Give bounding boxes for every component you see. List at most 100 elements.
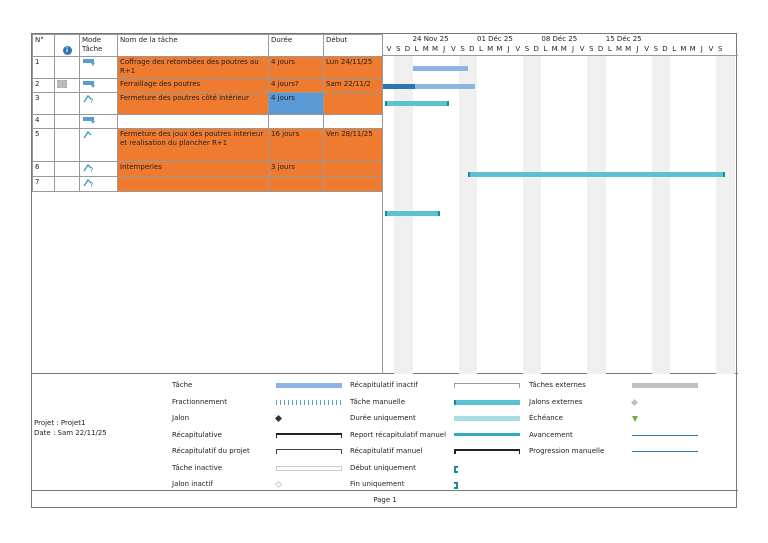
timescale-day: M	[487, 45, 494, 53]
legend: Projet : Projet1 Date : Sam 22/11/25 Tâc…	[32, 374, 738, 491]
legend-label: Jalon inactif	[172, 480, 213, 488]
timescale-day: D	[662, 45, 668, 53]
timescale-day: D	[597, 45, 604, 53]
task-duration: 4 jours	[268, 92, 324, 115]
task-table: N° i Mode Tâche Nom de la tâche Durée Dé…	[32, 34, 383, 192]
legend-swatch	[454, 416, 520, 421]
legend-label: Avancement	[529, 430, 573, 439]
task-duration	[268, 114, 324, 129]
gantt-chart: 24 Nov 25 01 Déc 25 08 Déc 25 15 Déc 25 V S D L…	[382, 34, 738, 374]
timescale-day: M	[689, 45, 696, 53]
weekend-shading	[458, 56, 477, 374]
task-duration: 4 jours?	[268, 78, 324, 93]
timescale-day: S	[524, 45, 530, 53]
legend-label: Tâche manuelle	[350, 397, 406, 406]
row-id: 5	[32, 128, 55, 162]
timescale-day: J	[507, 45, 510, 53]
task-grid-area: N° i Mode Tâche Nom de la tâche Durée Dé…	[32, 34, 738, 374]
legend-swatch	[632, 434, 698, 436]
task-duration: 4 jours	[268, 56, 324, 79]
legend-label: Récapitulatif inactif	[350, 381, 418, 389]
legend-swatch	[632, 383, 698, 388]
legend-label: Fin uniquement	[350, 480, 405, 488]
legend-label: Tâches externes	[529, 381, 586, 389]
timescale-day: L	[414, 45, 419, 53]
table-row: 5 Fermeture des joux des poutres interie…	[32, 128, 383, 162]
row-id: 1	[32, 56, 55, 79]
timescale-day: V	[644, 45, 649, 53]
weekend-shading	[523, 56, 542, 374]
legend-swatch	[276, 383, 342, 388]
timescale-day: S	[395, 45, 401, 53]
legend-swatch	[454, 399, 520, 405]
col-duration-header: Durée	[268, 34, 324, 57]
task-bar	[385, 211, 441, 216]
row-indicator	[54, 114, 80, 129]
col-start-header: Début	[323, 34, 383, 57]
timescale-day: M	[551, 45, 558, 53]
auto-task-icon	[79, 56, 118, 79]
legend-swatch	[632, 416, 638, 422]
row-id: 2	[32, 78, 55, 93]
legend-swatch	[276, 449, 342, 454]
row-id: 6	[32, 161, 55, 177]
timescale-day: L	[479, 45, 483, 53]
row-id: 3	[32, 92, 55, 115]
print-page: N° i Mode Tâche Nom de la tâche Durée Dé…	[31, 33, 738, 508]
timescale-day: D	[404, 45, 411, 53]
timescale-day: V	[579, 45, 585, 53]
task-bar	[467, 172, 726, 177]
timescale-day: S	[460, 45, 465, 53]
timescale-week: 01 Déc 25	[477, 35, 513, 43]
legend-swatch	[632, 451, 698, 452]
timescale-day: S	[589, 45, 594, 53]
row-id: 7	[32, 176, 55, 192]
timescale-day: V	[386, 45, 392, 53]
legend-label: Début uniquement	[350, 463, 416, 472]
timescale-day: M	[615, 45, 623, 53]
manual-task-icon: ?	[79, 161, 118, 177]
timescale-day: J	[700, 45, 703, 53]
manual-task-icon: ?	[79, 92, 118, 115]
project-date: Date : Sam 22/11/25	[34, 429, 107, 437]
timescale-day: M	[560, 45, 567, 53]
manual-task-icon	[79, 128, 118, 162]
timescale-week: 15 Déc 25	[605, 35, 642, 43]
timescale-day: V	[708, 45, 714, 53]
page-number: Page 1	[373, 496, 397, 504]
row-indicator	[54, 128, 80, 162]
svg-text:?: ?	[90, 98, 93, 103]
task-start: Ven 28/11/25	[323, 128, 383, 162]
table-row: 7 ?	[32, 176, 383, 192]
col-mode-header: Mode Tâche	[79, 34, 118, 57]
svg-text:?: ?	[90, 182, 93, 187]
row-indicator	[54, 56, 80, 79]
task-name: Intemperies	[117, 161, 269, 177]
task-bar	[412, 66, 468, 71]
notes-icon	[54, 78, 80, 93]
legend-label: Tâche inactive	[172, 463, 223, 472]
table-row: 2 Ferraillage des poutres 4 jours? Sam 2…	[32, 78, 383, 93]
legend-swatch	[274, 480, 283, 489]
timescale-day: L	[543, 45, 548, 53]
legend-swatch	[454, 432, 520, 436]
project-info: Projet : Projet1 Date : Sam 22/11/25	[34, 418, 107, 438]
task-bar	[385, 101, 450, 106]
task-start	[323, 92, 383, 115]
legend-swatch	[276, 399, 342, 405]
legend-swatch	[454, 465, 458, 473]
timescale-day: L	[607, 45, 612, 53]
timescale-day: S	[653, 45, 659, 53]
weekend-shading	[587, 56, 606, 374]
task-name	[117, 114, 269, 129]
legend-swatch	[276, 432, 342, 438]
timescale-day: M	[496, 45, 503, 53]
table-row: 3 ? Fermeture des poutres côté intérieur…	[32, 92, 383, 115]
timescale-day: M	[431, 45, 439, 53]
timescale-day: M	[625, 45, 632, 53]
legend-label: Tâche	[172, 381, 193, 389]
timescale-header: 24 Nov 25 01 Déc 25 08 Déc 25 15 Déc 25 V S D L…	[383, 34, 738, 56]
col-num-header: N°	[32, 34, 55, 57]
legend-label: Récapitulatif manuel	[350, 447, 423, 455]
task-duration: 3 jours	[268, 161, 324, 177]
